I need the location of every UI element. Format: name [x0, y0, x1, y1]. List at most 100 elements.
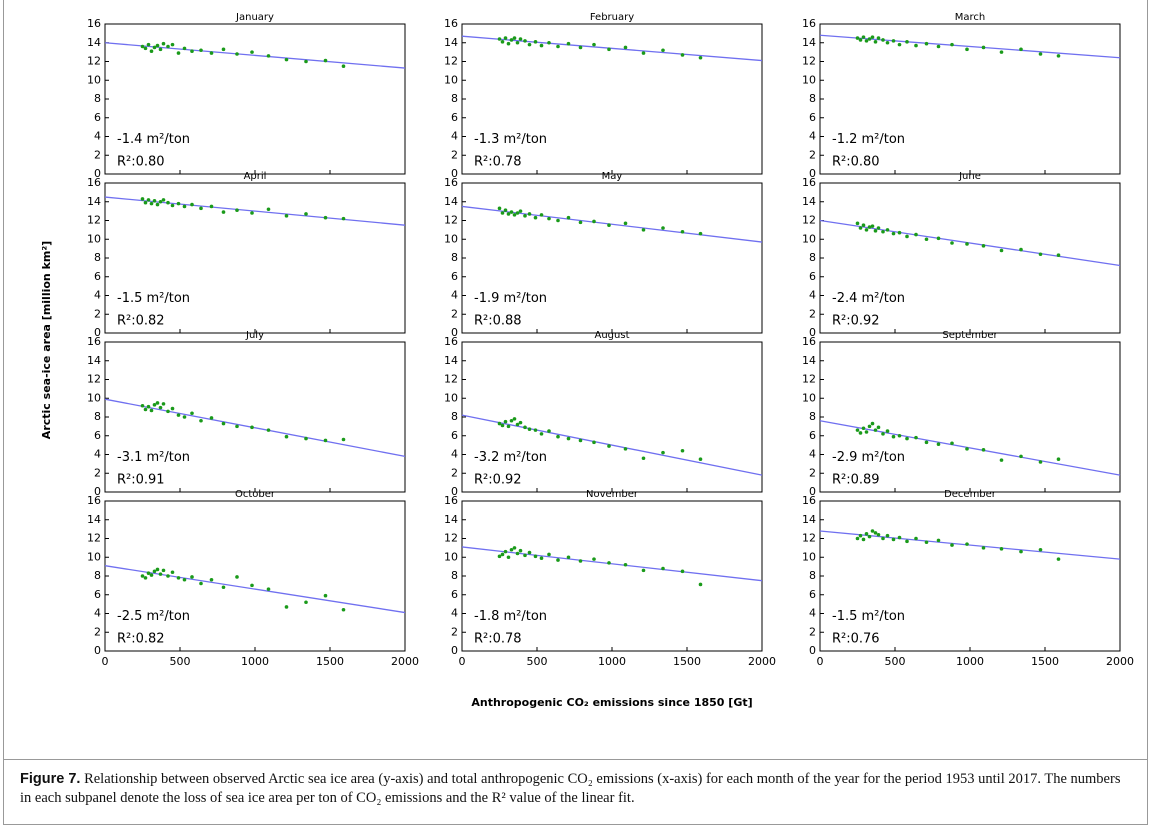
- point: [680, 569, 685, 574]
- y-tick-label: 8: [94, 251, 101, 264]
- y-tick-label: 12: [802, 532, 816, 545]
- point: [855, 221, 860, 226]
- x-tick-label: 1000: [241, 655, 269, 668]
- point: [592, 219, 596, 224]
- point: [152, 403, 157, 407]
- point: [855, 536, 860, 541]
- point: [509, 418, 514, 423]
- annotation: -1.3 m²/ton: [474, 132, 547, 147]
- y-tick-label: 16: [444, 17, 458, 30]
- point: [323, 593, 328, 598]
- y-tick-label: 4: [94, 289, 101, 302]
- y-tick-label: 6: [809, 429, 816, 442]
- point: [166, 200, 170, 205]
- annotation: R²:0.92: [832, 314, 880, 329]
- figure-frame: [3, 0, 1148, 825]
- point: [924, 41, 929, 46]
- point: [1038, 52, 1043, 56]
- point: [235, 575, 239, 579]
- plot-area: [461, 182, 763, 334]
- y-tick-label: 8: [809, 92, 816, 105]
- point: [1038, 460, 1043, 464]
- point: [891, 434, 896, 439]
- y-tick-label: 10: [802, 391, 816, 404]
- point: [698, 55, 703, 60]
- point: [284, 605, 289, 609]
- y-tick-label: 2: [451, 625, 458, 638]
- y-tick-label: 0: [451, 644, 458, 657]
- point: [166, 44, 170, 49]
- x-tick-label: 0: [459, 655, 466, 668]
- point: [1056, 557, 1061, 561]
- point: [607, 223, 611, 227]
- y-tick-label: 0: [451, 485, 458, 498]
- panel-title: March: [955, 12, 985, 23]
- point: [497, 206, 502, 211]
- y-tick-label: 4: [809, 130, 816, 143]
- point: [523, 39, 527, 43]
- point: [936, 442, 941, 446]
- y-tick-label: 0: [94, 644, 101, 657]
- plot-area: [461, 341, 763, 493]
- point: [209, 577, 214, 582]
- y-tick-label: 2: [451, 148, 458, 161]
- point: [641, 568, 646, 573]
- y-tick-label: 0: [809, 326, 816, 339]
- point: [864, 39, 869, 43]
- x-tick-label: 1500: [1031, 655, 1059, 668]
- fit-line: [461, 546, 763, 582]
- y-tick-label: 12: [802, 373, 816, 386]
- y-tick-label: 6: [451, 429, 458, 442]
- point: [965, 447, 969, 451]
- point: [497, 554, 502, 559]
- point: [155, 567, 160, 572]
- point: [250, 583, 254, 588]
- y-tick-label: 6: [809, 111, 816, 124]
- y-tick-label: 12: [444, 55, 458, 68]
- point: [1019, 549, 1023, 554]
- y-tick-label: 10: [87, 550, 101, 563]
- annotation: R²:0.78: [474, 632, 522, 647]
- panel-title: July: [245, 330, 264, 341]
- point: [500, 40, 505, 44]
- point: [523, 553, 527, 558]
- point: [547, 40, 551, 45]
- point: [556, 434, 560, 439]
- point: [155, 202, 160, 207]
- y-tick-label: 4: [451, 130, 458, 143]
- y-tick-label: 16: [802, 17, 816, 30]
- point: [1056, 457, 1061, 461]
- point: [152, 199, 157, 203]
- point: [235, 208, 239, 212]
- point: [140, 197, 145, 201]
- panel-title: April: [244, 171, 267, 182]
- y-tick-label: 12: [444, 532, 458, 545]
- point: [924, 237, 929, 242]
- y-tick-label: 14: [444, 513, 458, 526]
- point: [518, 37, 523, 41]
- point: [161, 41, 166, 46]
- point: [266, 54, 271, 58]
- panel-title: February: [590, 12, 634, 23]
- y-tick-label: 12: [802, 214, 816, 227]
- point: [578, 438, 583, 443]
- point: [539, 43, 544, 48]
- point: [623, 45, 628, 50]
- point: [914, 43, 918, 48]
- point: [592, 42, 596, 47]
- point: [140, 574, 145, 578]
- point: [566, 436, 571, 441]
- point: [515, 211, 520, 215]
- point: [304, 436, 308, 441]
- point: [858, 431, 863, 435]
- x-tick-label: 500: [527, 655, 548, 668]
- point: [158, 572, 163, 576]
- point: [578, 220, 583, 225]
- point: [152, 569, 157, 574]
- point: [641, 456, 646, 461]
- y-tick-label: 6: [451, 111, 458, 124]
- plot-area: [461, 500, 763, 652]
- point: [891, 231, 896, 236]
- point: [950, 42, 954, 47]
- point: [592, 440, 596, 445]
